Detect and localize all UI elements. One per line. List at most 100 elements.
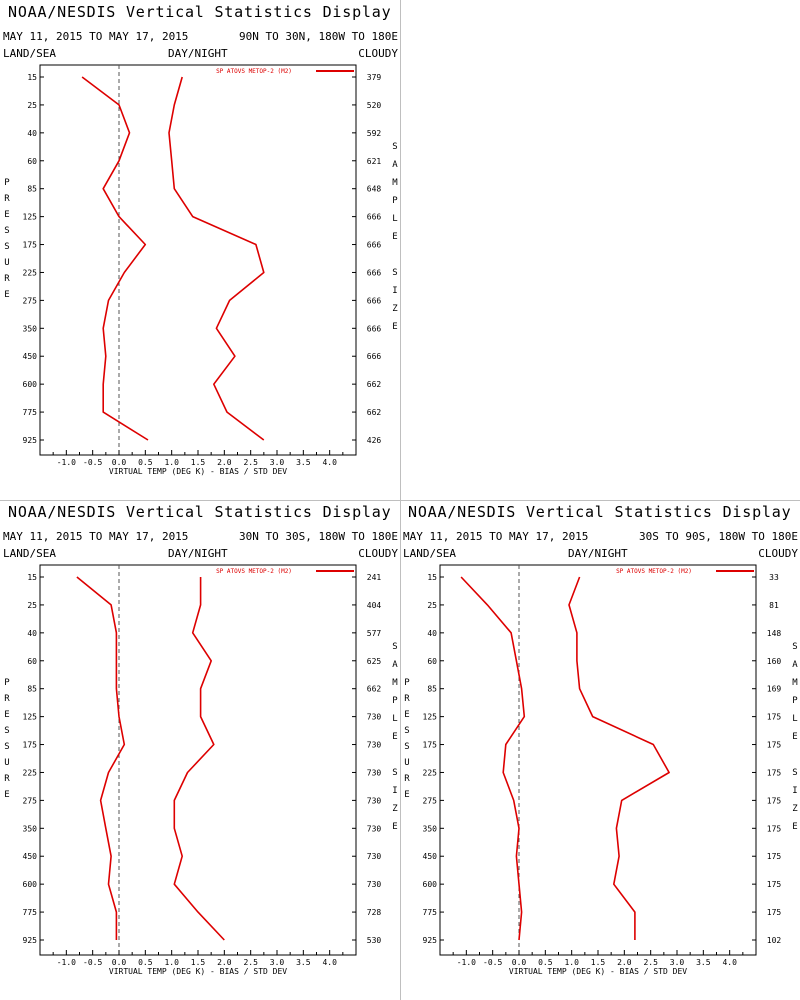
pressure-level-label: 175 bbox=[23, 241, 38, 250]
pressure-axis-letter: R bbox=[404, 694, 410, 704]
bias-series-line bbox=[76, 576, 126, 940]
pressure-level-label: 25 bbox=[27, 101, 37, 110]
pressure-axis-letter: R bbox=[4, 274, 10, 284]
sample-size-label: 662 bbox=[367, 380, 382, 389]
pressure-level-label: 350 bbox=[23, 824, 38, 833]
pressure-axis-letter: E bbox=[4, 290, 9, 300]
std-dev-series-line bbox=[568, 576, 670, 940]
x-tick-label: 0.5 bbox=[538, 958, 553, 967]
date-range: MAY 11, 2015 TO MAY 17, 2015 bbox=[403, 530, 589, 543]
pressure-axis-letter: R bbox=[4, 694, 10, 704]
pressure-axis-letter: R bbox=[4, 194, 10, 204]
land-sea-label: LAND/SEA bbox=[3, 547, 56, 560]
x-tick-label: 1.5 bbox=[191, 458, 206, 467]
x-tick-label: 2.0 bbox=[217, 958, 232, 967]
sample-size-axis-letter: Z bbox=[792, 804, 798, 814]
sample-size-label: 148 bbox=[767, 629, 782, 638]
pressure-level-label: 225 bbox=[23, 268, 38, 277]
x-tick-label: 0.0 bbox=[112, 958, 127, 967]
sample-size-axis-letter: S bbox=[392, 768, 397, 778]
sample-size-label: 175 bbox=[767, 768, 782, 777]
pressure-axis-letter: S bbox=[404, 726, 409, 736]
sample-size-label: 160 bbox=[767, 657, 782, 666]
pressure-level-label: 15 bbox=[27, 73, 37, 82]
cloudy-label: CLOUDY bbox=[358, 547, 398, 560]
pressure-axis-letter: P bbox=[4, 678, 10, 688]
panel-title: NOAA/NESDIS Vertical Statistics Display bbox=[8, 503, 392, 521]
pressure-axis-letter: S bbox=[4, 226, 9, 236]
sample-size-label: 621 bbox=[367, 157, 382, 166]
pressure-axis-letter: P bbox=[404, 678, 410, 688]
pressure-axis-letter: E bbox=[4, 790, 9, 800]
sample-size-label: 662 bbox=[367, 408, 382, 417]
sample-size-label: 666 bbox=[367, 324, 382, 333]
pressure-axis-letter: E bbox=[404, 710, 409, 720]
x-tick-label: 2.5 bbox=[243, 958, 258, 967]
pressure-level-label: 175 bbox=[423, 741, 438, 750]
sample-size-label: 666 bbox=[367, 268, 382, 277]
region-label: 90N TO 30N, 180W TO 180E bbox=[239, 30, 398, 43]
pressure-level-label: 275 bbox=[23, 296, 38, 305]
pressure-axis-letter: P bbox=[4, 178, 10, 188]
sample-size-label: 175 bbox=[767, 908, 782, 917]
x-tick-label: 4.0 bbox=[322, 958, 337, 967]
x-tick-label: 3.5 bbox=[296, 458, 311, 467]
pressure-level-label: 25 bbox=[427, 601, 437, 610]
x-axis-label: VIRTUAL TEMP (DEG K) - BIAS / STD DEV bbox=[109, 967, 287, 976]
sample-size-label: 520 bbox=[367, 101, 382, 110]
sample-size-label: 241 bbox=[367, 573, 382, 582]
pressure-level-label: 600 bbox=[423, 880, 438, 889]
sample-size-axis-letter: A bbox=[392, 160, 398, 170]
sample-size-label: 175 bbox=[767, 713, 782, 722]
x-tick-label: 2.5 bbox=[243, 458, 258, 467]
sample-size-label: 175 bbox=[767, 852, 782, 861]
sample-size-axis-letter: S bbox=[792, 768, 797, 778]
pressure-axis-letter: S bbox=[404, 742, 409, 752]
horizontal-divider bbox=[0, 500, 800, 501]
sample-size-label: 175 bbox=[767, 880, 782, 889]
x-tick-label: 3.0 bbox=[270, 958, 285, 967]
sample-size-axis-letter: I bbox=[392, 286, 397, 296]
sample-size-label: 666 bbox=[367, 296, 382, 305]
x-tick-label: -0.5 bbox=[83, 458, 102, 467]
panel-title: NOAA/NESDIS Vertical Statistics Display bbox=[408, 503, 792, 521]
pressure-level-label: 775 bbox=[423, 908, 438, 917]
sample-size-label: 730 bbox=[367, 852, 382, 861]
x-tick-label: 0.5 bbox=[138, 958, 153, 967]
pressure-level-label: 925 bbox=[23, 436, 38, 445]
date-range: MAY 11, 2015 TO MAY 17, 2015 bbox=[3, 30, 189, 43]
pressure-level-label: 275 bbox=[423, 796, 438, 805]
pressure-level-label: 450 bbox=[423, 852, 438, 861]
day-night-label: DAY/NIGHT bbox=[168, 47, 228, 60]
x-tick-label: 2.5 bbox=[643, 958, 658, 967]
sample-size-axis-letter: P bbox=[792, 696, 798, 706]
pressure-level-label: 15 bbox=[427, 573, 437, 582]
sample-size-axis-letter: E bbox=[392, 232, 397, 242]
pressure-level-label: 125 bbox=[23, 213, 38, 222]
bias-series-line bbox=[81, 76, 149, 441]
sample-size-label: 169 bbox=[767, 685, 782, 694]
sample-size-label: 530 bbox=[367, 936, 382, 945]
x-tick-label: -0.5 bbox=[483, 958, 502, 967]
sample-size-label: 666 bbox=[367, 213, 382, 222]
sample-size-label: 662 bbox=[367, 685, 382, 694]
pressure-level-label: 125 bbox=[23, 713, 38, 722]
pressure-level-label: 225 bbox=[423, 768, 438, 777]
sample-size-axis-letter: M bbox=[792, 678, 798, 688]
region-label: 30N TO 30S, 180W TO 180E bbox=[239, 530, 398, 543]
x-tick-label: 0.0 bbox=[512, 958, 527, 967]
pressure-level-label: 15 bbox=[27, 573, 37, 582]
sample-size-label: 730 bbox=[367, 796, 382, 805]
pressure-level-label: 925 bbox=[23, 936, 38, 945]
profile-chart: -1.0 -0.5 0.0 0.5 1.0 1.5 2.0 2.5 3.0 3.5 4.0 VIRTU… bbox=[404, 564, 798, 976]
pressure-level-label: 25 bbox=[27, 601, 37, 610]
x-tick-label: 2.0 bbox=[217, 458, 232, 467]
sample-size-label: 730 bbox=[367, 824, 382, 833]
pressure-level-label: 450 bbox=[23, 852, 38, 861]
sample-size-label: 426 bbox=[367, 436, 382, 445]
region-label: 30S TO 90S, 180W TO 180E bbox=[639, 530, 798, 543]
sample-size-axis-letter: A bbox=[792, 660, 798, 670]
sample-size-label: 592 bbox=[367, 129, 382, 138]
x-tick-label: 1.0 bbox=[164, 458, 179, 467]
legend-label: SP ATOVS METOP-2 (M2) bbox=[616, 568, 692, 575]
